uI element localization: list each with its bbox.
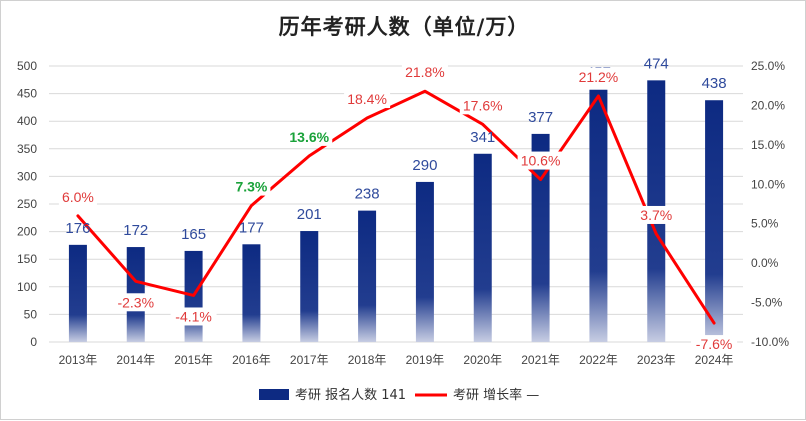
bar <box>705 100 723 342</box>
left-tick-label: 350 <box>17 142 37 156</box>
x-tick-label: 2021年 <box>521 353 560 367</box>
left-tick-label: 0 <box>30 335 37 349</box>
rate-value-label: 3.7% <box>640 207 672 223</box>
x-tick-label: 2015年 <box>174 353 213 367</box>
bar-value-label: 165 <box>181 226 206 243</box>
rate-value-label: 10.6% <box>521 153 561 169</box>
bar <box>358 211 376 342</box>
x-tick-label: 2024年 <box>695 353 734 367</box>
x-tick-label: 2017年 <box>290 353 329 367</box>
line-series <box>78 91 714 323</box>
bar-value-label: 341 <box>470 129 495 146</box>
right-tick-label: 20.0% <box>751 98 785 112</box>
bar-value-label: 377 <box>528 109 553 126</box>
bar-value-label: 438 <box>702 75 727 92</box>
bar-value-label: 238 <box>355 186 380 203</box>
left-tick-label: 50 <box>24 307 38 321</box>
right-tick-label: 10.0% <box>751 177 785 191</box>
left-tick-label: 500 <box>17 59 37 73</box>
bar <box>589 90 607 342</box>
rate-value-label: 6.0% <box>62 189 94 205</box>
left-tick-label: 150 <box>17 252 37 266</box>
right-tick-label: 0.0% <box>751 256 779 270</box>
right-tick-label: 5.0% <box>751 217 779 231</box>
bar-value-label: 176 <box>65 220 90 237</box>
growth-rate-line <box>78 91 714 323</box>
bar <box>242 244 260 342</box>
right-tick-label: -5.0% <box>751 296 783 310</box>
left-tick-label: 400 <box>17 114 37 128</box>
bar-value-label: 177 <box>239 219 264 236</box>
legend-bar-label: 考研 报名人数 141 <box>295 387 406 403</box>
rate-value-label: 13.6% <box>289 129 329 145</box>
bar-series <box>69 80 723 342</box>
rate-value-label: 7.3% <box>235 179 267 195</box>
legend-bar-swatch <box>259 389 289 400</box>
legend: 考研 报名人数 141 考研 增长率 — <box>259 387 539 403</box>
x-tick-label: 2019年 <box>406 353 445 367</box>
rate-value-label: 21.2% <box>579 69 619 85</box>
x-tick-label: 2020年 <box>463 353 502 367</box>
right-tick-label: 15.0% <box>751 138 785 152</box>
bar <box>416 182 434 342</box>
right-tick-label: 25.0% <box>751 59 785 73</box>
rate-value-label: 21.8% <box>405 64 445 80</box>
bar-value-label: 474 <box>644 55 669 72</box>
bar <box>474 154 492 342</box>
left-tick-label: 300 <box>17 169 37 183</box>
right-tick-label: -10.0% <box>751 335 789 349</box>
rate-value-label: -2.3% <box>117 294 154 310</box>
left-tick-label: 450 <box>17 87 37 101</box>
x-tick-label: 2014年 <box>116 353 155 367</box>
bar <box>69 245 87 342</box>
bar-value-label: 172 <box>123 222 148 239</box>
rate-value-label: -4.1% <box>175 308 212 324</box>
rate-value-label: 17.6% <box>463 97 503 113</box>
x-tick-label: 2018年 <box>348 353 387 367</box>
left-tick-label: 200 <box>17 225 37 239</box>
left-tick-label: 250 <box>17 197 37 211</box>
x-tick-label: 2016年 <box>232 353 271 367</box>
bar <box>300 231 318 342</box>
bar-value-label: 201 <box>297 206 322 223</box>
x-tick-label: 2023年 <box>637 353 676 367</box>
rate-value-label: -7.6% <box>696 336 733 352</box>
left-tick-label: 100 <box>17 280 37 294</box>
legend-line-label: 考研 增长率 — <box>453 387 539 403</box>
x-tick-label: 2013年 <box>59 353 98 367</box>
x-tick-label: 2022年 <box>579 353 618 367</box>
rate-value-label: 18.4% <box>347 91 387 107</box>
bar-value-label: 290 <box>412 157 437 174</box>
